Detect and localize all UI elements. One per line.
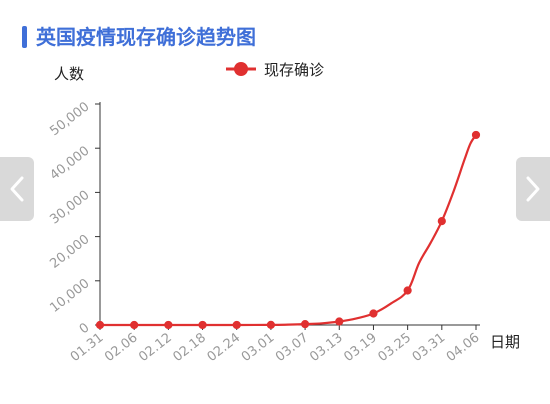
y-tick-label: 40,000 [47, 144, 92, 184]
data-point [232, 320, 241, 330]
next-button[interactable] [516, 157, 550, 221]
data-point [471, 130, 481, 140]
x-tick-label: 04.06 [444, 330, 483, 365]
x-tick-label: 02.18 [170, 330, 209, 365]
x-tick-label: 03.13 [307, 330, 346, 365]
legend-marker [234, 62, 248, 76]
title-accent-bar [22, 26, 27, 48]
x-axis-title: 日期 [490, 333, 520, 351]
data-point [266, 320, 276, 329]
x-tick-label: 03.07 [273, 330, 312, 365]
x-tick-label: 02.24 [205, 330, 244, 365]
y-tick-label: 10,000 [47, 276, 92, 316]
x-tick-label: 03.25 [376, 330, 415, 365]
data-point [403, 286, 412, 295]
y-tick-label: 20,000 [47, 232, 92, 272]
page-title: 英国疫情现存确诊趋势图 [36, 25, 256, 49]
y-axis-title: 人数 [54, 65, 84, 83]
y-tick-label: 50,000 [47, 99, 92, 139]
series-line-current-confirmed [99, 134, 477, 327]
data-point [369, 309, 378, 318]
data-point [437, 217, 446, 226]
data-point [164, 320, 173, 330]
chevron-right-icon [526, 176, 540, 202]
x-tick-label: 03.31 [410, 330, 449, 365]
prev-button[interactable] [0, 157, 34, 221]
data-point [335, 317, 344, 326]
data-point [95, 320, 105, 330]
y-tick-label: 30,000 [47, 188, 92, 228]
data-point [300, 320, 310, 329]
legend-label: 现存确诊 [264, 61, 324, 79]
x-tick-label: 03.01 [239, 330, 278, 365]
data-point [130, 320, 139, 330]
x-tick-label: 02.06 [102, 330, 141, 365]
chevron-left-icon [10, 176, 24, 202]
x-tick-label: 02.12 [136, 330, 175, 365]
data-point [198, 320, 207, 330]
x-tick-label: 03.19 [341, 330, 380, 365]
